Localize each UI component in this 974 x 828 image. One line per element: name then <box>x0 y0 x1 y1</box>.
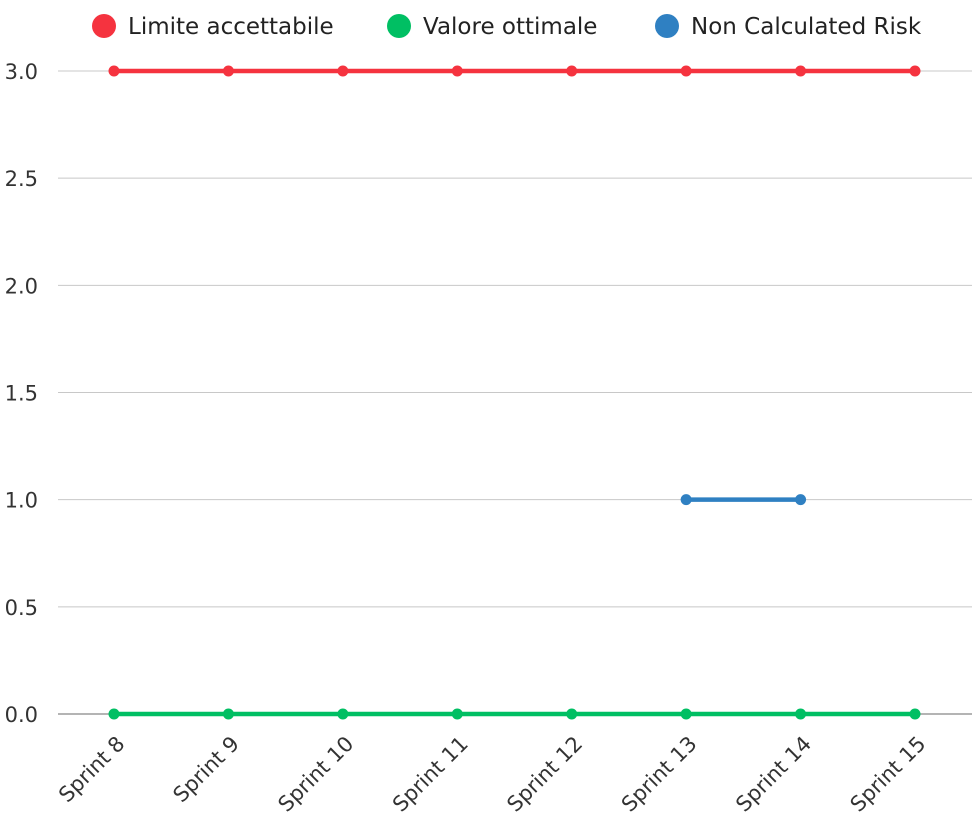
x-tick-label: Sprint 9 <box>169 732 244 807</box>
data-point <box>566 708 578 720</box>
data-point <box>795 708 807 720</box>
y-tick-label: 1.5 <box>5 382 38 406</box>
legend-swatch <box>387 14 411 38</box>
data-point <box>909 65 921 77</box>
y-tick-label: 2.0 <box>5 274 38 298</box>
y-tick-label: 2.5 <box>5 167 38 191</box>
legend-label: Limite accettabile <box>128 14 334 40</box>
legend-item[interactable]: Non Calculated Risk <box>655 14 922 40</box>
series-0 <box>108 65 921 77</box>
data-point <box>795 65 807 77</box>
series-layer <box>108 65 921 720</box>
data-point <box>337 708 349 720</box>
legend-label: Valore ottimale <box>423 14 597 40</box>
x-axis-tick-labels: Sprint 8 Sprint 9 Sprint 10 Sprint 11 Sprint… <box>54 732 930 817</box>
x-tick-label: Sprint 15 <box>846 732 931 817</box>
series-1 <box>108 708 921 720</box>
series-2 <box>680 494 807 506</box>
y-axis-tick-labels: 0.0 0.5 1.0 1.5 2.0 2.5 3.0 <box>5 60 38 727</box>
data-point <box>451 708 463 720</box>
data-point <box>108 708 120 720</box>
x-tick-label: Sprint 13 <box>617 732 702 817</box>
data-point <box>451 65 463 77</box>
data-point <box>680 65 692 77</box>
x-tick-label: Sprint 8 <box>54 732 129 807</box>
legend: Limite accettabile Valore ottimale Non Cal… <box>92 14 922 40</box>
data-point <box>680 708 692 720</box>
y-tick-label: 0.0 <box>5 703 38 727</box>
legend-label: Non Calculated Risk <box>691 14 922 40</box>
x-tick-label: Sprint 10 <box>273 732 358 817</box>
data-point <box>222 65 234 77</box>
legend-swatch <box>655 14 679 38</box>
y-tick-label: 0.5 <box>5 596 38 620</box>
y-tick-label: 3.0 <box>5 60 38 84</box>
legend-item[interactable]: Limite accettabile <box>92 14 334 40</box>
legend-swatch <box>92 14 116 38</box>
grid-lines <box>58 70 972 715</box>
data-point <box>566 65 578 77</box>
data-point <box>680 494 692 506</box>
data-point <box>108 65 120 77</box>
data-point <box>337 65 349 77</box>
legend-item[interactable]: Valore ottimale <box>387 14 597 40</box>
data-point <box>222 708 234 720</box>
y-tick-label: 1.0 <box>5 489 38 513</box>
data-point <box>795 494 807 506</box>
data-point <box>909 708 921 720</box>
x-tick-label: Sprint 14 <box>731 732 816 817</box>
x-tick-label: Sprint 12 <box>502 732 587 817</box>
x-tick-label: Sprint 11 <box>388 732 473 817</box>
